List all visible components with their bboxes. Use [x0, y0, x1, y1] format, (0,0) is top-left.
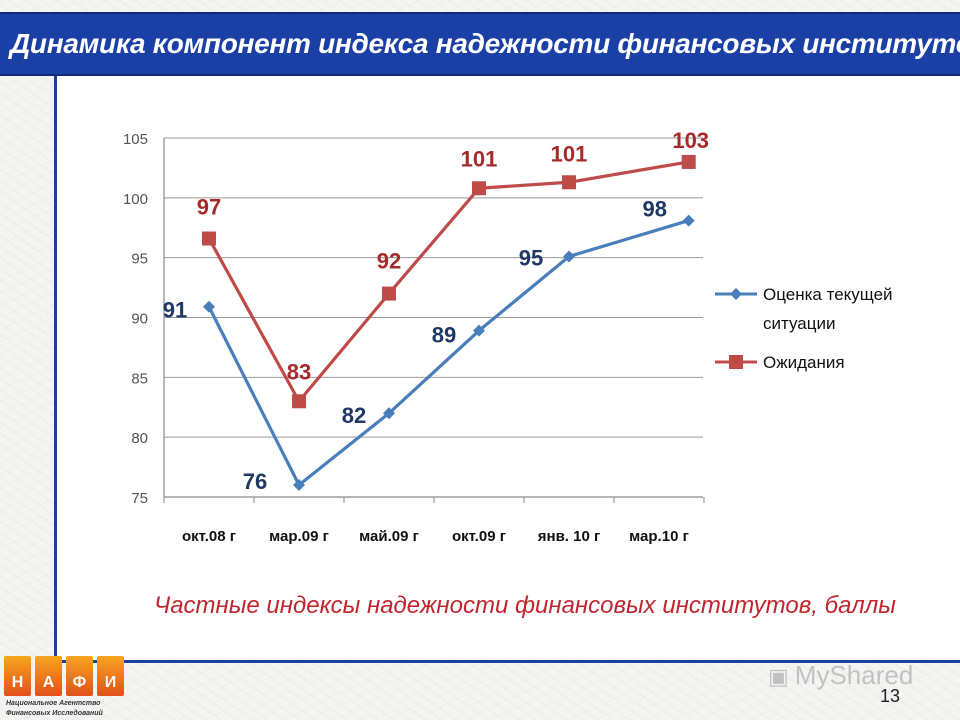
- x-tick-label-3: окт.09 г: [452, 528, 506, 545]
- watermark-text: MyShared: [794, 660, 914, 690]
- title-bar: Динамика компонент индекса надежности фи…: [0, 12, 960, 76]
- series-2-point-3: [472, 181, 486, 196]
- data-label-2-1: 83: [287, 359, 311, 384]
- chart-gridlines: [164, 137, 703, 438]
- y-tick-label-105: 105: [123, 131, 148, 148]
- data-label-2-0: 97: [197, 195, 221, 220]
- series-1-point-1: [293, 479, 305, 492]
- content-panel: [56, 76, 960, 660]
- series-2-point-1: [292, 394, 306, 409]
- data-label-1-2: 82: [342, 403, 366, 428]
- series-1-point-4: [563, 250, 575, 263]
- left-divider: [54, 76, 57, 662]
- y-tick-label-95: 95: [131, 251, 148, 268]
- watermark-icon: ▣: [768, 664, 789, 689]
- data-label-1-4: 95: [519, 245, 543, 270]
- legend-marker-1: [730, 288, 742, 300]
- series-1-point-5: [682, 214, 695, 227]
- series-1-point-2: [383, 407, 395, 420]
- legend-label-1-line-2: ситуации: [763, 314, 835, 333]
- x-tick-label-4: янв. 10 г: [538, 528, 600, 545]
- y-tick-label-85: 85: [131, 370, 148, 387]
- data-label-1-1: 76: [243, 469, 267, 494]
- series-2-point-0: [202, 231, 216, 246]
- logo-block-2: А: [35, 656, 62, 696]
- logo-letter-2: А: [42, 674, 55, 691]
- page-number: 13: [880, 686, 901, 706]
- logo-block-3: Ф: [66, 656, 93, 696]
- legend-label-2: Ожидания: [763, 353, 845, 372]
- legend-label-1: Оценка текущей ситуации: [763, 285, 893, 333]
- y-tick-label-100: 100: [123, 191, 148, 208]
- logo-letter-4: И: [104, 674, 117, 691]
- data-label-1-0: 91: [163, 298, 187, 323]
- series-2-point-2: [382, 286, 396, 301]
- chart-axes: 75 80 85 90 95 100 105 окт.08 г мар.09 г май.09 г…: [123, 131, 705, 545]
- chart-data-labels: 91 76 82 89 95 98 97 83 92 101 101 103: [163, 128, 709, 494]
- nafi-logo: Н А Ф И Национальное Агентство Финансовы…: [4, 656, 128, 720]
- series-1-point-3: [473, 324, 485, 337]
- series-line-1: [207, 219, 690, 487]
- series-line-2: [207, 160, 689, 403]
- chart-legend: Оценка текущей ситуации Ожидания: [715, 285, 893, 372]
- data-label-1-3: 89: [432, 323, 456, 348]
- y-tick-label-80: 80: [131, 430, 148, 447]
- logo-subtitle-2: Финансовых Исследований: [6, 710, 103, 717]
- y-tick-label-90: 90: [131, 311, 148, 328]
- slide-title: Динамика компонент индекса надежности фи…: [10, 28, 960, 59]
- legend-label-1-line-1: Оценка текущей: [763, 285, 893, 304]
- x-tick-label-1: мар.09 г: [269, 528, 329, 545]
- watermark: ▣ MyShared: [768, 660, 913, 691]
- chart-series: [202, 154, 696, 492]
- logo-letter-3: Ф: [72, 674, 87, 691]
- series-2-point-5: [681, 154, 696, 169]
- logo-letter-1: Н: [11, 674, 24, 691]
- chart-caption: Частные индексы надежности финансовых ин…: [154, 592, 896, 619]
- logo-subtitle-1: Национальное Агентство: [6, 700, 101, 707]
- y-tick-label-75: 75: [131, 490, 148, 507]
- logo-block-4: И: [97, 656, 124, 696]
- x-tick-label-2: май.09 г: [359, 528, 419, 545]
- legend-marker-2: [729, 355, 743, 369]
- data-label-1-5: 98: [642, 197, 666, 222]
- series-1-point-0: [203, 300, 215, 313]
- data-label-2-5: 103: [672, 128, 709, 153]
- series-2-point-4: [562, 175, 576, 190]
- x-tick-label-5: мар.10 г: [629, 528, 689, 545]
- data-label-2-2: 92: [377, 249, 401, 274]
- data-label-2-4: 101: [551, 141, 588, 166]
- bottom-divider: [56, 660, 960, 663]
- x-tick-label-0: окт.08 г: [182, 528, 236, 545]
- data-label-2-3: 101: [461, 146, 498, 171]
- logo-block-1: Н: [4, 656, 31, 696]
